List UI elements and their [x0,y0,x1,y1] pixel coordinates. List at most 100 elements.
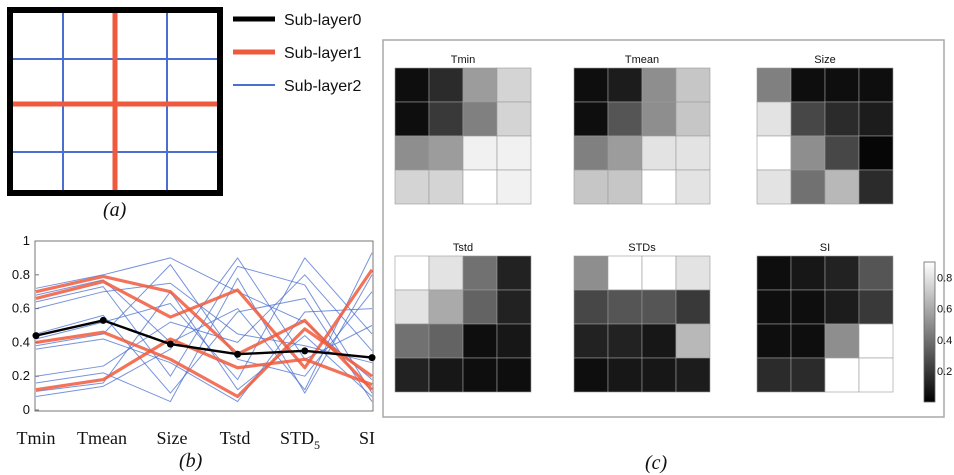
heatmap-cell [858,67,894,103]
heatmap-cell [675,67,711,103]
heatmap-cell [641,135,677,171]
series-line-sublayer1 [35,337,373,392]
series-line-sublayer2 [35,291,373,397]
heatmap-cell [573,357,609,393]
series-point-sublayer0 [234,350,242,358]
heatmap-cell [858,255,894,291]
heatmap-cell [675,135,711,171]
heatmap-cell [394,323,430,359]
heatmap-cell [394,67,430,103]
heatmap-cell [858,289,894,325]
x-tick-label: Size [157,428,188,448]
x-tick-label: Tstd [220,428,251,448]
x-axis: Tmin Tmean Size Tstd STD5 SI [17,428,376,452]
heatmap-cell [641,255,677,291]
heatmap-cell [790,101,826,137]
heatmap-cell [428,323,464,359]
heatmap-cell [756,67,792,103]
series-line-sublayer1 [35,274,374,391]
heatmap-cell [675,255,711,291]
heatmap-cell [641,323,677,359]
heatmap-cell [756,101,792,137]
heatmap-cell [496,255,532,291]
heatmap-cell [607,255,643,291]
caption-a: (a) [103,199,127,221]
series-point-sublayer0 [301,347,309,355]
heatmap-cell [675,289,711,325]
heatmap-cell [462,357,498,393]
heatmap-cell [824,135,860,171]
heatmap-cell [496,289,532,325]
series-line-sublayer1 [35,327,373,399]
heatmap-cell [496,169,532,205]
heatmap-cell [428,289,464,325]
heatmap-cell [858,357,894,393]
heatmap-cell [756,357,792,393]
heatmap-cell [641,169,677,205]
panel-a: Sub-layer0 Sub-layer1 Sub-layer2 (a) [7,7,361,221]
heatmap-cell [824,67,860,103]
heatmap-cell [858,101,894,137]
series-point-sublayer0 [368,354,376,362]
heatmap-cell [428,169,464,205]
heatmap-title: SI [820,242,830,254]
heatmap-cell [394,289,430,325]
heatmap-cell [756,135,792,171]
heatmap-cell [790,289,826,325]
heatmap-cell [824,357,860,393]
heatmap-cell [573,67,609,103]
heatmap-title: Tmin [451,54,475,66]
heatmap-title: Tstd [453,242,473,254]
heatmap-cell [756,323,792,359]
heatmap-cell [607,357,643,393]
series-point-sublayer0 [99,316,107,324]
heatmap-cell [641,357,677,393]
heatmap-cell [824,255,860,291]
heatmap-cell [394,101,430,137]
heatmap-cell [607,101,643,137]
heatmap-cell [607,323,643,359]
series-point-sublayer0 [32,332,40,340]
series-line-sublayer2 [35,308,373,403]
x-tick-label: SI [359,428,375,448]
heatmap-cell [573,135,609,171]
heatmap-cell [462,169,498,205]
y-tick-label: 0 [23,402,30,417]
heatmap-cell [756,169,792,205]
colorbar [923,261,936,403]
heatmap-cell [790,169,826,205]
x-tick-label: Tmin [17,428,56,448]
series-line-sublayer0 [35,319,373,359]
legend-label-sublayer1: Sub-layer1 [284,45,361,62]
parallel-lines [32,252,376,403]
heatmap-cell [790,255,826,291]
heatmap-cell [573,255,609,291]
heatmap-cell [462,67,498,103]
heatmap-cell [790,357,826,393]
heatmap-cell [496,135,532,171]
heatmap-cell [607,135,643,171]
y-tick-label: 0.8 [12,267,30,282]
heatmap-cell [756,255,792,291]
heatmap-cell [496,323,532,359]
heatmap-cell [428,67,464,103]
y-tick-label: 0.6 [12,301,30,316]
y-tick-label: 0.2 [12,368,30,383]
heatmap-cell [394,135,430,171]
heatmap-cell [675,357,711,393]
heatmap-cell [641,67,677,103]
heatmap-cell [675,169,711,205]
legend-label-sublayer0: Sub-layer0 [284,12,361,29]
series-line-sublayer2 [35,274,373,377]
heatmap-cell [858,135,894,171]
series-line-sublayer2 [35,252,373,391]
heatmap-cell [607,67,643,103]
heatmap-cell [824,169,860,205]
x-tick-label: STD5 [280,428,320,452]
heatmap-cell [573,169,609,205]
heatmap-cell [790,135,826,171]
heatmap-title: STDs [628,242,656,254]
heatmap-cell [824,323,860,359]
series-point-sublayer0 [166,340,174,348]
